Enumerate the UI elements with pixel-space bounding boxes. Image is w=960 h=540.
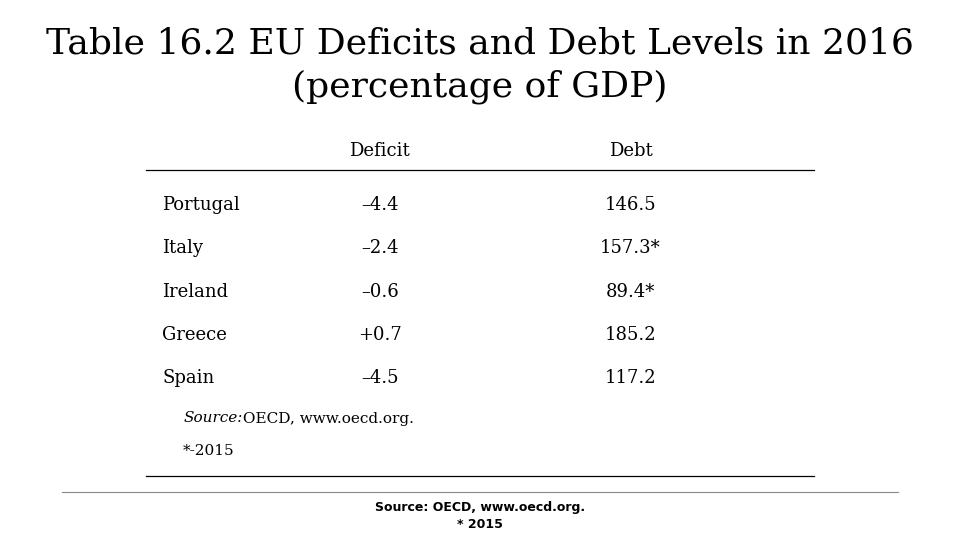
Text: –4.5: –4.5 bbox=[361, 369, 398, 387]
Text: Table 16.2 EU Deficits and Debt Levels in 2016
(percentage of GDP): Table 16.2 EU Deficits and Debt Levels i… bbox=[46, 27, 914, 104]
Text: Portugal: Portugal bbox=[162, 196, 240, 214]
Text: Ireland: Ireland bbox=[162, 282, 228, 301]
Text: 89.4*: 89.4* bbox=[606, 282, 655, 301]
Text: Italy: Italy bbox=[162, 239, 204, 258]
Text: 185.2: 185.2 bbox=[605, 326, 657, 344]
Text: 157.3*: 157.3* bbox=[600, 239, 660, 258]
Text: OECD, www.oecd.org.: OECD, www.oecd.org. bbox=[237, 411, 414, 426]
Text: Deficit: Deficit bbox=[349, 142, 410, 160]
Text: Greece: Greece bbox=[162, 326, 228, 344]
Text: –4.4: –4.4 bbox=[361, 196, 398, 214]
Text: Debt: Debt bbox=[609, 142, 653, 160]
Text: +0.7: +0.7 bbox=[358, 326, 401, 344]
Text: Source: OECD, www.oecd.org.: Source: OECD, www.oecd.org. bbox=[375, 501, 585, 514]
Text: 117.2: 117.2 bbox=[605, 369, 657, 387]
Text: –2.4: –2.4 bbox=[361, 239, 398, 258]
Text: –0.6: –0.6 bbox=[361, 282, 398, 301]
Text: 146.5: 146.5 bbox=[605, 196, 657, 214]
Text: Source:: Source: bbox=[183, 411, 243, 426]
Text: *-2015: *-2015 bbox=[183, 444, 235, 458]
Text: * 2015: * 2015 bbox=[457, 518, 503, 531]
Text: Spain: Spain bbox=[162, 369, 214, 387]
